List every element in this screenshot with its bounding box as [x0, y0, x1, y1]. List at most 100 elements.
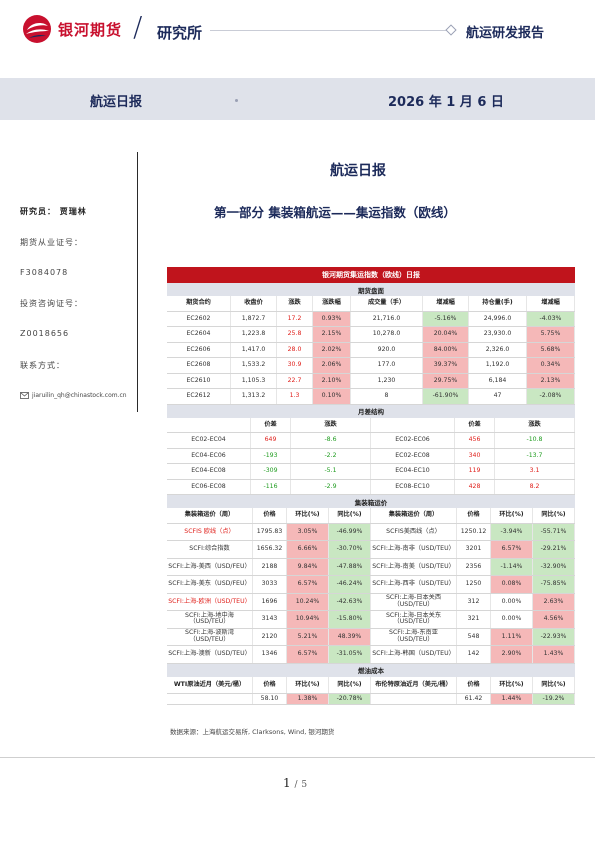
- page-separator: /: [294, 780, 298, 790]
- table-cell: -22.93%: [533, 628, 575, 645]
- table-row: EC2602 1,872.7 17.2 0.93% 21,716.0 -5.16% 24,9…: [167, 311, 575, 327]
- route-cell: SCFI:上海-欧洲（USD/TEU）: [167, 593, 253, 610]
- table-cell: -2.2: [291, 448, 371, 463]
- column-header: 成交量（手）: [351, 296, 423, 311]
- table-cell: -42.63%: [329, 593, 371, 610]
- table-cell: -31.05%: [329, 646, 371, 663]
- column-header: 环比(%): [287, 676, 329, 693]
- footer-rule: [0, 757, 595, 758]
- route-cell: SCFI:上海-韩国（USD/TEU）: [371, 646, 457, 663]
- futures-section-label: 期货盘面: [167, 283, 575, 296]
- table-cell: 2120: [253, 628, 287, 645]
- table-cell: 25.8: [277, 327, 313, 342]
- researcher-name: 研究员： 贾瑞林: [20, 207, 87, 216]
- table-cell: 649: [251, 433, 291, 448]
- table-cell: -20.78%: [329, 694, 371, 704]
- fuel-section: WTI原油近月（美元/桶） 价格 环比(%) 同比(%) 布伦特原油近月（美元/桶） 价格…: [167, 676, 575, 705]
- contract-cell: EC2602: [167, 311, 231, 326]
- table-cell: 340: [455, 448, 495, 463]
- table-cell: 1250: [457, 576, 491, 593]
- table-cell: 21,716.0: [351, 311, 423, 326]
- table-cell: 3.05%: [287, 523, 329, 540]
- table-header-row: 集装箱运价（周） 价格 环比(%) 同比(%) 集装箱运价（周） 价格 环比(%) 同比(%): [167, 508, 575, 524]
- column-header: 价差: [251, 417, 291, 432]
- table-cell: 1,417.0: [231, 342, 277, 357]
- table-cell: 2.10%: [313, 373, 351, 388]
- table-cell: -47.88%: [329, 558, 371, 575]
- table-cell: 0.34%: [527, 358, 575, 373]
- table-cell: -30.70%: [329, 541, 371, 558]
- table-cell: 10,278.0: [351, 327, 423, 342]
- table-cell: 1,230: [351, 373, 423, 388]
- table-cell: 920.0: [351, 342, 423, 357]
- table-cell: 0.10%: [313, 389, 351, 404]
- route-cell: SCFI:上海-西非（USD/TEU）: [371, 576, 457, 593]
- column-header: 收盘价: [231, 296, 277, 311]
- route-cell: SCFI:上海-南非（USD/TEU）: [371, 541, 457, 558]
- table-header-row: WTI原油近月（美元/桶） 价格 环比(%) 同比(%) 布伦特原油近月（美元/桶） 价格…: [167, 676, 575, 694]
- route-cell: SCFI:上海-澳新（USD/TEU）: [167, 646, 253, 663]
- table-cell: -5.1: [291, 464, 371, 479]
- table-row: SCFI:上海-地中海（USD/TEU） 3143 10.94% -15.80% SCF…: [167, 611, 575, 629]
- contact-email-row: jiaruilin_qh@chinastock.com.cn: [20, 392, 127, 399]
- column-header: 增减幅: [423, 296, 469, 311]
- table-cell: 0.00%: [491, 611, 533, 628]
- table-cell: 2.15%: [313, 327, 351, 342]
- table-cell: 1,872.7: [231, 311, 277, 326]
- contact-email[interactable]: jiaruilin_qh@chinastock.com.cn: [32, 392, 127, 399]
- table-cell: 5.75%: [527, 327, 575, 342]
- table-cell: 84.00%: [423, 342, 469, 357]
- table-cell: 119: [455, 464, 495, 479]
- table-cell: 47: [469, 389, 527, 404]
- table-cell: -61.90%: [423, 389, 469, 404]
- route-cell: SCFIS美西线（点）: [371, 523, 457, 540]
- column-header: 环比(%): [491, 676, 533, 693]
- column-header: [167, 417, 251, 432]
- table-cell: -46.99%: [329, 523, 371, 540]
- column-header: 涨跌幅: [313, 296, 351, 311]
- route-cell: SCFI:上海-日本关西（USD/TEU）: [371, 593, 457, 610]
- title-banner: 航运日报 2026 年 1 月 6 日: [0, 78, 595, 120]
- column-header: 同比(%): [329, 508, 371, 523]
- table-cell: [167, 694, 253, 704]
- table-cell: 6,184: [469, 373, 527, 388]
- table-cell: 2.63%: [533, 593, 575, 610]
- table-cell: 58.10: [253, 694, 287, 704]
- route-cell: SCFIS 欧线（点）: [167, 523, 253, 540]
- table-cell: -116: [251, 479, 291, 494]
- route-cell: SCFI:上海-地中海（USD/TEU）: [167, 611, 253, 628]
- table-cell: 1250.12: [457, 523, 491, 540]
- table-cell: 2.90%: [491, 646, 533, 663]
- column-header: 价格: [457, 676, 491, 693]
- sidebar-divider: [137, 152, 138, 412]
- table-cell: 6.57%: [491, 541, 533, 558]
- column-header: 集装箱运价（周）: [371, 508, 457, 523]
- route-cell: SCFI:上海-日本关东（USD/TEU）: [371, 611, 457, 628]
- table-cell: 9.84%: [287, 558, 329, 575]
- column-header: 价格: [457, 508, 491, 523]
- table-header-row: 价差 涨跌 价差 涨跌: [167, 417, 575, 433]
- table-cell: -2.9: [291, 479, 371, 494]
- table-cell: EC04-EC06: [167, 448, 251, 463]
- report-date: 2026 年 1 月 6 日: [388, 95, 504, 110]
- table-cell: [371, 694, 457, 704]
- table-cell: -193: [251, 448, 291, 463]
- mail-icon: [20, 392, 29, 399]
- table-header-row: 期货合约 收盘价 涨跌 涨跌幅 成交量（手） 增减幅 持仓量(手) 增减幅: [167, 296, 575, 312]
- contract-cell: EC2604: [167, 327, 231, 342]
- table-row: EC04-EC08 -309 -5.1 EC04-EC10 119 3.1: [167, 464, 575, 480]
- table-cell: 321: [457, 611, 491, 628]
- column-header: 环比(%): [491, 508, 533, 523]
- table-cell: 8.2: [495, 479, 575, 494]
- header-slash-divider: /: [133, 10, 143, 43]
- table-cell: 456: [455, 433, 495, 448]
- contract-cell: EC2610: [167, 373, 231, 388]
- table-cell: 142: [457, 646, 491, 663]
- table-cell: 20.04%: [423, 327, 469, 342]
- table-cell: 22.7: [277, 373, 313, 388]
- report-type: 航运研发报告: [466, 26, 545, 41]
- freight-section: 集装箱运价（周） 价格 环比(%) 同比(%) 集装箱运价（周） 价格 环比(%) 同比(%)…: [167, 508, 575, 664]
- table-title: 银河期货集运指数（欧线）日报: [167, 267, 575, 283]
- table-row: EC02-EC04 649 -8.6 EC02-EC06 456 -10.8: [167, 433, 575, 449]
- table-cell: 428: [455, 479, 495, 494]
